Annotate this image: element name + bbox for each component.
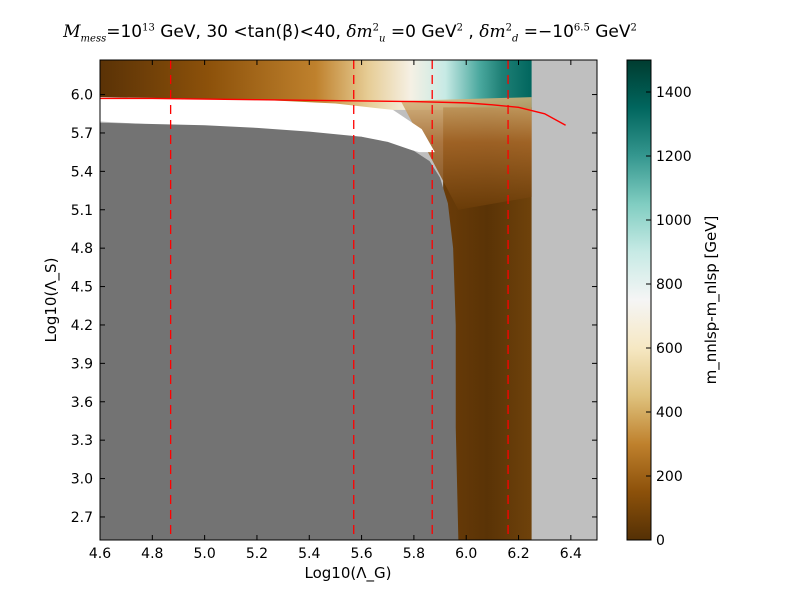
x-tick-label: 4.6 [89, 546, 111, 562]
colorbar-tick-label: 600 [656, 341, 683, 357]
y-axis-ticks: 2.7 3.0 3.3 3.6 3.9 4.2 4.5 4.8 5.1 5.4 5.7 6.0 [71, 88, 597, 526]
y-axis-label: Log10(Λ_S) [42, 258, 61, 343]
x-tick-label: 6.0 [455, 546, 477, 562]
x-tick-label: 5.4 [298, 546, 320, 562]
colorbar-tick-label: 1200 [656, 149, 692, 165]
excluded-gray-region [100, 122, 459, 540]
x-tick-label: 6.2 [507, 546, 529, 562]
colorbar-tick-label: 800 [656, 277, 683, 293]
y-tick-label: 3.0 [71, 472, 93, 488]
colorbar-ticks: 0 200 400 600 800 1000 1200 1400 [646, 85, 692, 549]
chart-title: Mmess=1013 GeV, 30 <tan(β)<40, δm2u =0 G… [63, 22, 637, 45]
red-contour-line [100, 97, 566, 126]
y-tick-label: 4.8 [71, 241, 93, 257]
x-tick-label: 5.6 [350, 546, 372, 562]
y-tick-label: 5.7 [71, 126, 93, 142]
x-tick-label: 5.8 [403, 546, 425, 562]
y-tick-label: 5.1 [71, 203, 93, 219]
dashed-lines [169, 60, 509, 540]
colorbar-label: m_nnlsp-m_nlsp [GeV] [702, 216, 721, 385]
valid-corner-region [400, 97, 532, 210]
white-band-region [100, 97, 435, 153]
x-tick-label: 5.2 [246, 546, 268, 562]
y-tick-label: 4.5 [71, 280, 93, 296]
y-tick-label: 5.4 [71, 164, 93, 180]
x-tick-label: 6.4 [560, 546, 582, 562]
plot-frame [99, 59, 598, 541]
colorbar [626, 59, 652, 541]
colorbar-tick-label: 200 [656, 469, 683, 485]
y-tick-label: 3.6 [71, 395, 93, 411]
colorbar-tick-label: 1000 [656, 213, 692, 229]
x-tick-label: 4.8 [141, 546, 163, 562]
colorbar-tick-label: 400 [656, 405, 683, 421]
y-tick-label: 6.0 [71, 88, 93, 104]
plot-area [100, 60, 597, 540]
x-axis-ticks: 4.6 4.8 5.0 5.2 5.4 5.6 5.8 6.0 6.2 6.4 [89, 60, 582, 562]
colorbar-tick-label: 1400 [656, 85, 692, 101]
y-tick-label: 3.3 [71, 433, 93, 449]
colorbar-tick-label: 0 [656, 533, 665, 549]
y-tick-label: 3.9 [71, 356, 93, 372]
x-tick-label: 5.0 [193, 546, 215, 562]
x-axis-label: Log10(Λ_G) [305, 564, 392, 583]
y-tick-label: 2.7 [71, 510, 93, 526]
y-tick-label: 4.2 [71, 318, 93, 334]
